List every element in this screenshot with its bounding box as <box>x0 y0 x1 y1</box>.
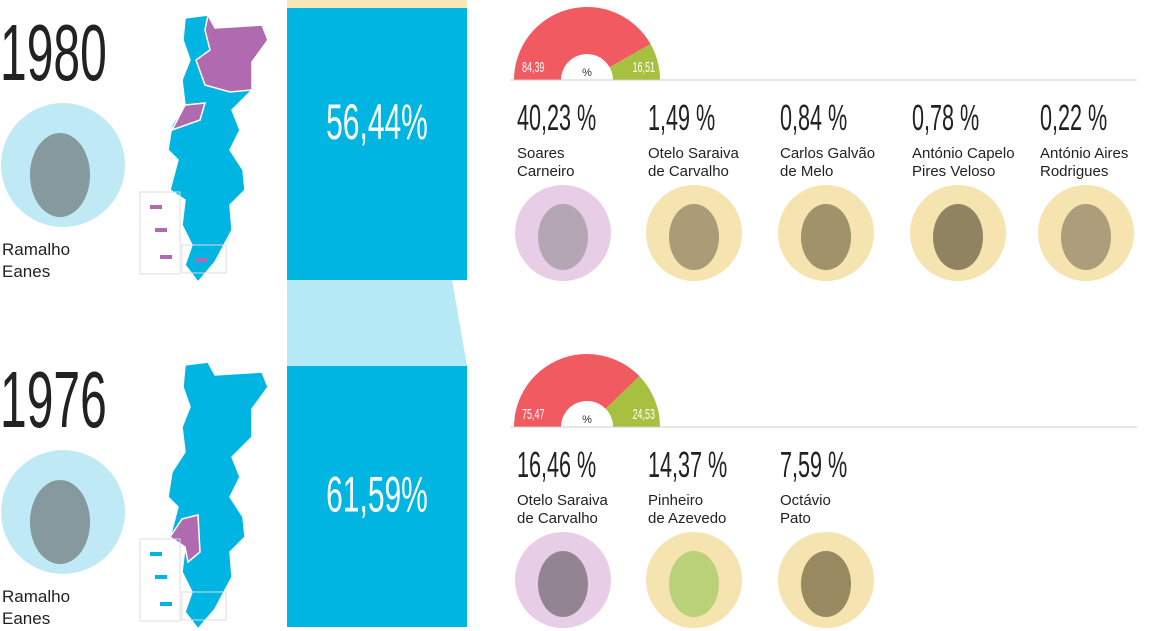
face <box>1061 204 1111 270</box>
gauge-segment <box>609 44 660 80</box>
map <box>139 12 269 284</box>
candidate-result: 0,84 % <box>780 98 847 138</box>
candidate-result: 0,78 % <box>912 98 979 138</box>
region <box>168 514 201 564</box>
gauge-unit: % <box>582 414 592 426</box>
result-column <box>287 8 467 280</box>
candidate-name: Carlos Galvão <box>780 145 875 162</box>
candidate-result: 16,46 % <box>517 445 596 485</box>
winner-name: Ramalho <box>2 587 70 606</box>
gauge-label: 75,47 <box>522 406 545 423</box>
region <box>195 12 269 93</box>
face <box>933 204 983 270</box>
island <box>160 602 172 606</box>
gauge-label: 16,51 <box>632 59 655 76</box>
candidate-name: Pires Veloso <box>912 163 995 180</box>
island <box>155 575 167 579</box>
islands-box <box>139 538 181 622</box>
gauge-label: 84,39 <box>522 59 545 76</box>
year: 1980 <box>0 7 107 97</box>
candidate-result: 14,37 % <box>648 445 727 485</box>
mainland <box>167 361 269 631</box>
winner-result: 61,59% <box>326 467 428 523</box>
island <box>155 228 167 232</box>
candidate-name: António Capelo <box>912 145 1015 162</box>
gauge-segment <box>514 354 640 427</box>
candidate-name: de Carvalho <box>517 510 598 527</box>
islands-box <box>139 191 181 275</box>
year: 1976 <box>0 354 107 444</box>
candidate-name: Octávio <box>780 492 831 509</box>
candidate-result: 7,59 % <box>780 445 847 485</box>
candidate-result: 0,22 % <box>1040 98 1107 138</box>
island <box>150 552 162 556</box>
connector <box>287 280 467 366</box>
candidate-name: Otelo Saraiva <box>648 145 740 162</box>
candidate-name: Pato <box>780 510 811 527</box>
candidate-name: Rodrigues <box>1040 163 1108 180</box>
region <box>170 102 207 132</box>
strip <box>287 0 467 8</box>
connector-edge <box>452 280 467 366</box>
face <box>801 204 851 270</box>
islands-box <box>181 244 227 274</box>
winner-name: Ramalho <box>2 240 70 259</box>
gauge-unit: % <box>582 67 592 79</box>
candidate-name: de Carvalho <box>648 163 729 180</box>
candidate-result: 1,49 % <box>648 98 715 138</box>
candidate-name: Carneiro <box>517 163 575 180</box>
candidate-name: de Melo <box>780 163 833 180</box>
gauge-label: 24,53 <box>632 406 655 423</box>
candidate-name: Soares <box>517 145 565 162</box>
candidate-name: de Azevedo <box>648 510 726 527</box>
winner-name: Eanes <box>2 262 50 281</box>
face <box>801 551 851 617</box>
candidate-result: 40,23 % <box>517 98 596 138</box>
island <box>160 255 172 259</box>
winner-name: Eanes <box>2 609 50 628</box>
gauge-segment <box>605 376 660 427</box>
face <box>669 551 719 617</box>
face <box>538 551 588 617</box>
face <box>669 204 719 270</box>
map <box>139 361 269 631</box>
gauge-segment <box>514 7 651 81</box>
winner-result: 56,44% <box>326 94 428 150</box>
island <box>195 605 207 609</box>
face <box>538 204 588 270</box>
face <box>30 133 90 217</box>
island <box>195 258 207 262</box>
islands-box <box>181 591 227 621</box>
candidate-name: Pinheiro <box>648 492 703 509</box>
candidate-name: Otelo Saraiva <box>517 492 609 509</box>
result-column <box>287 366 467 627</box>
candidate-name: António Aires <box>1040 145 1128 162</box>
island <box>150 205 162 209</box>
face <box>30 480 90 564</box>
